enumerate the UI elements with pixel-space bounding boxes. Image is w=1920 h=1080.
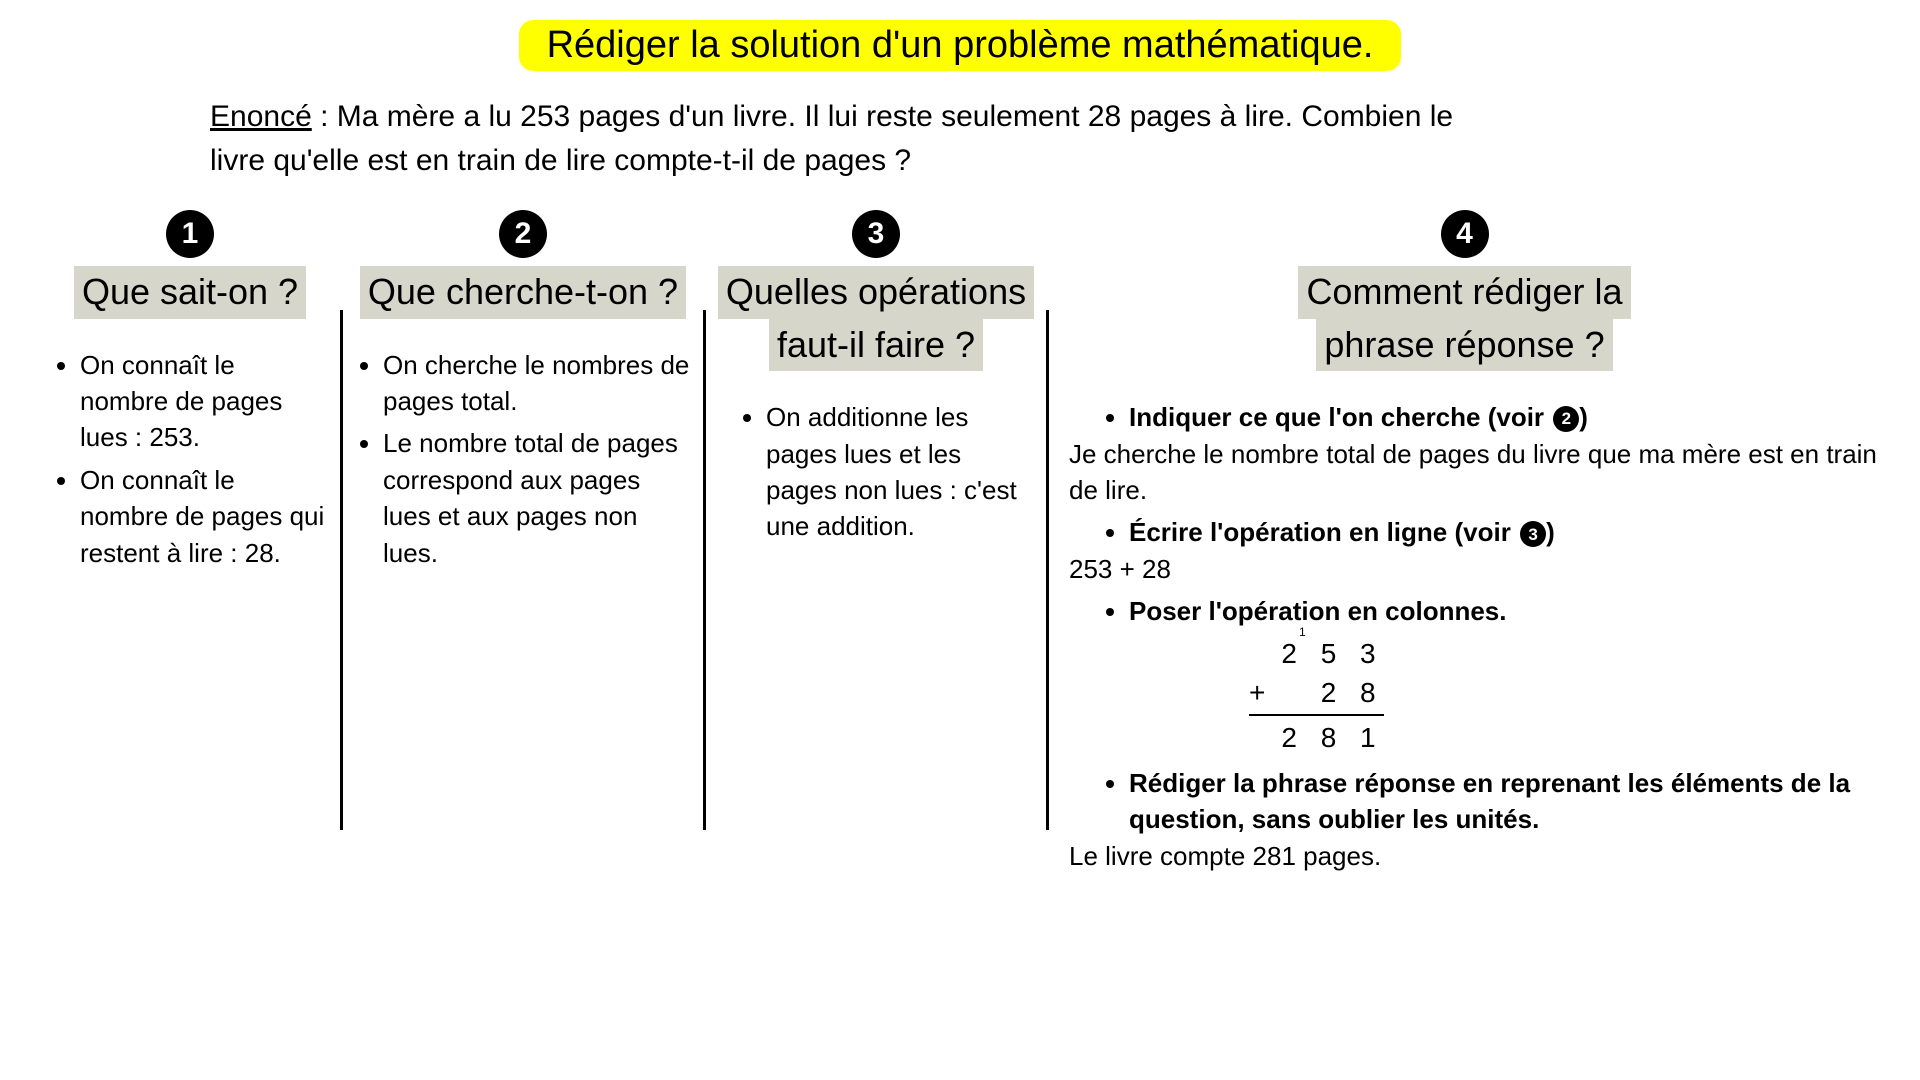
carry-digit: 1 bbox=[1299, 624, 1306, 641]
step-badge-1: 1 bbox=[166, 210, 214, 258]
step-badge-2: 2 bbox=[499, 210, 547, 258]
column-addition: 1 2 5 3 + 2 8 2 8 1 bbox=[1249, 634, 1384, 758]
calc-row-1: 2 5 3 bbox=[1249, 634, 1384, 673]
column-2: 2 Que cherche-t-on ? On cherche le nombr… bbox=[343, 210, 703, 880]
problem-statement: Enoncé : Ma mère a lu 253 pages d'un liv… bbox=[210, 95, 1510, 182]
column-4-title-line1: Comment rédiger la bbox=[1298, 266, 1630, 319]
step-d-text: Le livre compte 281 pages. bbox=[1069, 838, 1880, 874]
list-item: On cherche le nombres de pages total. bbox=[383, 347, 693, 420]
column-2-list: On cherche le nombres de pages total. Le… bbox=[343, 347, 703, 577]
ref-badge-3-icon: 3 bbox=[1520, 521, 1546, 547]
column-3-title-line1: Quelles opérations bbox=[718, 266, 1034, 319]
calc-row-2: + 2 8 bbox=[1249, 673, 1384, 712]
step-a-close: ) bbox=[1579, 402, 1588, 432]
column-1-list: On connaît le nombre de pages lues : 253… bbox=[40, 347, 340, 577]
list-item: On connaît le nombre de pages lues : 253… bbox=[80, 347, 330, 456]
step-a-label-text: Indiquer ce que l'on cherche (voir bbox=[1129, 402, 1544, 432]
enonce-text: : Ma mère a lu 253 pages d'un livre. Il … bbox=[210, 100, 1453, 177]
column-3-title-line2: faut-il faire ? bbox=[769, 319, 983, 372]
column-2-title: Que cherche-t-on ? bbox=[360, 266, 686, 319]
columns-container: 1 Que sait-on ? On connaît le nombre de … bbox=[40, 210, 1880, 880]
column-4-title: Comment rédiger la phrase réponse ? bbox=[1298, 266, 1630, 371]
column-3-list: On additionne les pages lues et les page… bbox=[706, 399, 1046, 551]
column-4-title-line2: phrase réponse ? bbox=[1316, 319, 1612, 372]
enonce-label: Enoncé bbox=[210, 100, 312, 133]
column-3: 3 Quelles opérations faut-il faire ? On … bbox=[706, 210, 1046, 880]
column-1-title: Que sait-on ? bbox=[74, 266, 306, 319]
step-badge-4: 4 bbox=[1441, 210, 1489, 258]
step-badge-3: 3 bbox=[852, 210, 900, 258]
column-4: 4 Comment rédiger la phrase réponse ? In… bbox=[1049, 210, 1880, 880]
column-3-title: Quelles opérations faut-il faire ? bbox=[718, 266, 1034, 371]
step-b-label: Écrire l'opération en ligne (voir 3) bbox=[1129, 514, 1880, 550]
step-b-close: ) bbox=[1546, 517, 1555, 547]
step-a-label: Indiquer ce que l'on cherche (voir 2) bbox=[1129, 399, 1880, 435]
step-d-label: Rédiger la phrase réponse en reprenant l… bbox=[1129, 765, 1880, 838]
list-item: Le nombre total de pages correspond aux … bbox=[383, 425, 693, 571]
ref-badge-2-icon: 2 bbox=[1553, 406, 1579, 432]
list-item: On additionne les pages lues et les page… bbox=[766, 399, 1026, 545]
step-b-text: 253 + 28 bbox=[1069, 551, 1880, 587]
step-b-label-text: Écrire l'opération en ligne (voir bbox=[1129, 517, 1511, 547]
step-a-text: Je cherche le nombre total de pages du l… bbox=[1069, 436, 1880, 509]
calc-sum: 2 8 1 bbox=[1249, 714, 1384, 757]
column-4-content: Indiquer ce que l'on cherche (voir 2) Je… bbox=[1049, 399, 1880, 880]
page-title: Rédiger la solution d'un problème mathém… bbox=[519, 20, 1402, 71]
list-item: On connaît le nombre de pages qui resten… bbox=[80, 462, 330, 571]
step-c-label: Poser l'opération en colonnes. bbox=[1129, 593, 1880, 629]
column-1: 1 Que sait-on ? On connaît le nombre de … bbox=[40, 210, 340, 880]
